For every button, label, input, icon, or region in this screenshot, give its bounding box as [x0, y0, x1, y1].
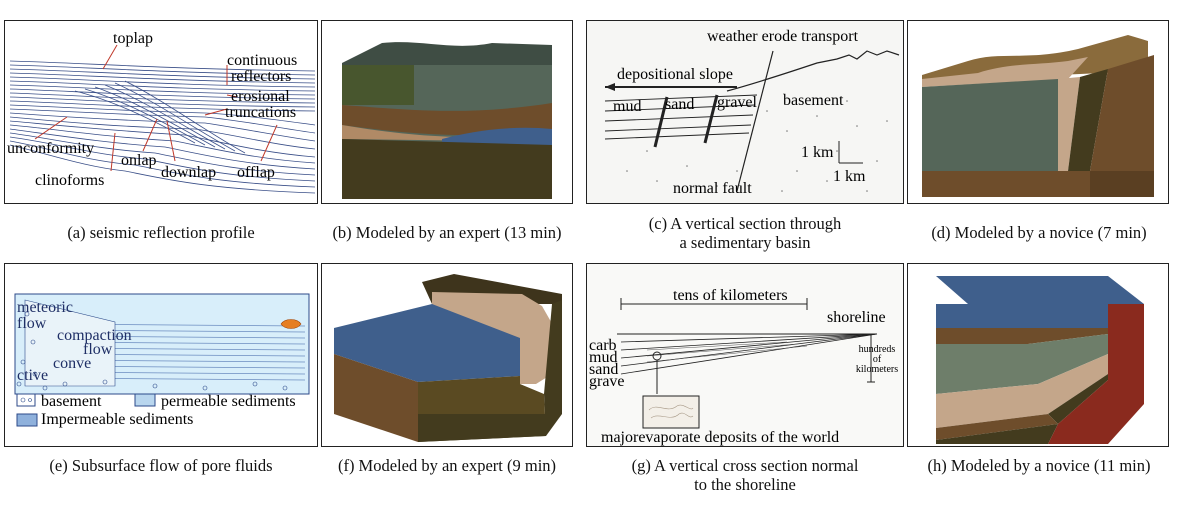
panel-h-novice-model	[907, 263, 1169, 447]
panel-b-expert-model	[321, 20, 573, 204]
label-toplap: toplap	[113, 30, 153, 47]
label-reflectors: reflectors	[231, 68, 291, 85]
legend-basement: basement	[41, 393, 102, 410]
label-scale-horizontal: 1 km	[833, 168, 866, 185]
caption-c-line2: a sedimentary basin	[679, 233, 811, 252]
panel-d-novice-model	[907, 20, 1169, 204]
label-offlap: offlap	[237, 164, 275, 181]
label-continuous: continuous	[227, 52, 297, 69]
caption-g-line1: (g) A vertical cross section normal	[631, 456, 859, 475]
label-compaction: compaction	[57, 327, 132, 344]
label-flow-1: flow	[17, 315, 47, 332]
panel-a-seismic-profile: toplap continuous reflectors erosional t…	[4, 20, 318, 204]
label-mud: mud	[613, 98, 641, 115]
label-clinoforms: clinoforms	[35, 172, 104, 189]
legend-impermeable: Impermeable sediments	[41, 411, 193, 428]
label-kilometers: kilometers	[856, 364, 898, 375]
label-sand: sand	[665, 96, 694, 113]
label-depositional-slope: depositional slope	[617, 66, 733, 83]
model-block-d	[922, 35, 1154, 197]
label-gravel: gravel	[717, 94, 758, 111]
label-meteoric: meteoric	[17, 299, 73, 316]
caption-g-line2: to the shoreline	[694, 475, 796, 494]
shoreline-section-figure: tens of kilometers shoreline carb mud sa…	[587, 264, 903, 446]
pore-fluid-figure: meteoric flow compaction flow conve ctiv…	[14, 293, 310, 428]
panel-e-pore-fluid-flow: meteoric flow compaction flow conve ctiv…	[4, 263, 318, 447]
label-ctive: ctive	[17, 367, 48, 384]
caption-b: (b) Modeled by an expert (13 min)	[332, 223, 562, 242]
label-hundreds: hundreds	[859, 344, 896, 355]
label-major-evaporate: majorevaporate deposits of the world	[601, 429, 839, 446]
caption-e: (e) Subsurface flow of pore fluids	[49, 456, 273, 475]
label-sand: sand	[589, 361, 618, 378]
panel-g-shoreline-section: tens of kilometers shoreline carb mud sa…	[586, 263, 904, 447]
label-tens-of-kilometers: tens of kilometers	[673, 287, 788, 304]
label-shoreline: shoreline	[827, 309, 886, 326]
label-grave: grave	[589, 373, 625, 390]
label-onlap: onlap	[121, 152, 157, 169]
sedimentary-section-figure: weather erode transport depositional slo…	[587, 21, 903, 203]
panel-f-expert-model	[321, 263, 573, 447]
model-block-b	[342, 42, 552, 199]
label-truncations: truncations	[225, 104, 296, 121]
label-erosional: erosional	[231, 88, 290, 105]
model-block-f	[334, 274, 562, 442]
label-of: of	[873, 354, 882, 365]
label-scale-vertical: 1 km	[801, 144, 834, 161]
label-mud: mud	[589, 349, 617, 366]
model-block-h	[936, 276, 1144, 444]
caption-f: (f) Modeled by an expert (9 min)	[337, 456, 557, 475]
label-weather-erode-transport: weather erode transport	[707, 28, 859, 45]
label-carb: carb	[589, 337, 617, 354]
label-downlap: downlap	[161, 164, 216, 181]
label-flow-2: flow	[83, 341, 113, 358]
label-conve: conve	[53, 355, 91, 372]
caption-d: (d) Modeled by a novice (7 min)	[931, 223, 1147, 242]
label-unconformity: unconformity	[7, 140, 94, 157]
panel-c-sedimentary-section: weather erode transport depositional slo…	[586, 20, 904, 204]
caption-c-line1: (c) A vertical section through	[648, 214, 842, 233]
caption-a: (a) seismic reflection profile	[67, 223, 255, 242]
legend-permeable: permeable sediments	[161, 393, 296, 410]
label-normal-fault: normal fault	[673, 180, 752, 197]
seismic-profile-figure: toplap continuous reflectors erosional t…	[7, 30, 316, 194]
caption-h: (h) Modeled by a novice (11 min)	[927, 456, 1151, 475]
label-basement: basement	[783, 92, 844, 109]
